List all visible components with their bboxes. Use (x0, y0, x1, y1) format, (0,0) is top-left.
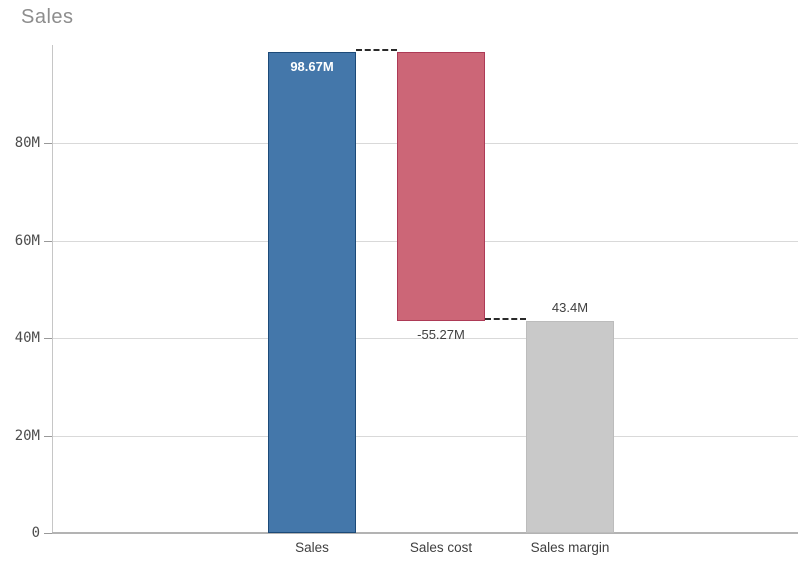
bar-value-label-sales: 98.67M (290, 58, 334, 74)
y-tick-mark-0 (44, 533, 52, 534)
y-tick-label-20M: 20M (14, 427, 40, 444)
bar-sales-margin[interactable] (526, 321, 614, 533)
y-tick-label-0: 0 (31, 525, 40, 541)
connector-sales-to-sales-cost (356, 48, 397, 51)
y-tick-mark-60M (44, 240, 52, 242)
bar-value-label-sales-cost: -55.27M (417, 327, 465, 343)
category-label-sales-cost: Sales cost (409, 540, 473, 555)
y-tick-mark-20M (44, 435, 52, 437)
y-tick-mark-40M (44, 338, 52, 339)
y-tick-label-40M: 40M (14, 330, 40, 346)
chart-title: Sales (21, 6, 74, 28)
y-tick-label-60M: 60M (14, 232, 40, 249)
connector-sales-cost-to-sales-margin (485, 318, 526, 321)
category-label-sales-margin: Sales margin (530, 540, 610, 555)
bar-value-label-sales-margin: 43.4M (551, 300, 589, 316)
category-label-sales: Sales (295, 540, 329, 555)
y-tick-label-80M: 80M (14, 135, 40, 151)
x-axis-baseline (52, 532, 798, 534)
y-axis-line (52, 45, 53, 533)
bar-sales-cost[interactable] (397, 51, 485, 322)
gridline-20M (53, 435, 798, 437)
y-tick-mark-80M (44, 143, 52, 144)
bar-sales[interactable] (268, 51, 356, 533)
gridline-40M (53, 338, 798, 339)
